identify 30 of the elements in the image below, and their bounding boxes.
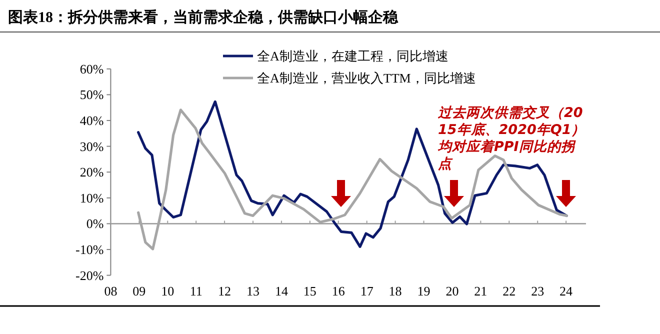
- y-tick-label: 50%: [80, 87, 104, 102]
- y-tick-label: 30%: [80, 138, 104, 154]
- x-tick-label: 22: [502, 283, 516, 298]
- x-tick-label: 15: [303, 283, 316, 298]
- x-tick-label: 19: [417, 283, 430, 298]
- x-tick-label: 18: [388, 283, 402, 298]
- legend-label: 全A制造业，在建工程，同比增速: [257, 48, 448, 64]
- annotation: 过去两次供需交叉（2015年底、2020年Q1）均对应着PPI同比的拐点: [437, 105, 586, 172]
- x-tick-label: 16: [332, 283, 346, 298]
- x-tick-label: 17: [360, 283, 374, 298]
- x-tick-label: 12: [218, 283, 232, 298]
- y-tick-label: -20%: [76, 268, 104, 283]
- x-tick-label: 24: [560, 283, 574, 298]
- x-tick-label: 13: [246, 283, 260, 298]
- x-tick-label: 08: [104, 283, 118, 298]
- chart-title: 图表18：拆分供需来看，当前需求企稳，供需缺口小幅企稳: [8, 9, 399, 26]
- y-tick-label: -10%: [76, 242, 104, 257]
- x-tick-label: 10: [161, 283, 174, 298]
- y-tick-label: 40%: [80, 113, 104, 128]
- legend-label: 全A制造业，营业收入TTM，同比增速: [257, 70, 476, 86]
- x-tick-label: 09: [132, 283, 146, 298]
- y-tick-label: 0%: [86, 216, 104, 232]
- y-tick-label: 60%: [80, 61, 104, 76]
- x-tick-label: 14: [274, 283, 288, 298]
- x-tick-label: 20: [446, 283, 459, 298]
- x-tick-label: 23: [531, 283, 544, 298]
- x-tick-label: 11: [190, 283, 202, 298]
- y-tick-label: 20%: [80, 164, 104, 180]
- x-tick-label: 21: [474, 283, 488, 298]
- y-tick-label: 10%: [80, 190, 104, 206]
